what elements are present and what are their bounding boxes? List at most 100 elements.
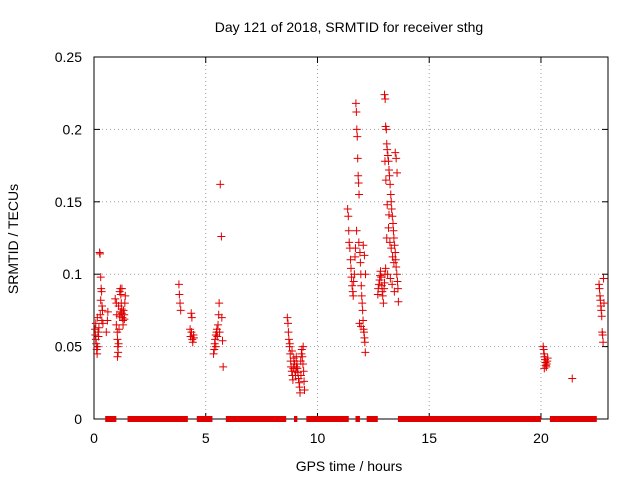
data-point (353, 132, 362, 141)
data-point (219, 362, 228, 371)
data-point (352, 226, 361, 235)
data-point (288, 346, 297, 355)
data-point (380, 278, 389, 287)
data-point (595, 284, 604, 293)
data-point (352, 108, 361, 117)
data-point (96, 273, 105, 282)
data-point (347, 264, 355, 273)
data-point (599, 338, 608, 347)
data-point (357, 281, 366, 290)
data-point (115, 312, 124, 321)
grid (94, 57, 608, 419)
tick-labels: 0 5 10 15 20 0 0.05 0.1 0.15 0.2 0.25 (55, 49, 549, 446)
y-tick-label: 0.05 (55, 339, 82, 355)
data-point (113, 335, 122, 344)
data-point (387, 244, 396, 253)
data-point (391, 148, 400, 157)
data-point (217, 313, 226, 322)
x-tick-label: 10 (310, 430, 326, 446)
plot-frame (93, 56, 609, 420)
data-point (211, 342, 220, 351)
data-point (289, 354, 298, 363)
data-point (386, 274, 395, 283)
data-point (381, 94, 390, 103)
data-point (188, 338, 197, 347)
data-point (376, 267, 385, 276)
data-point (392, 154, 401, 163)
data-point (103, 316, 112, 325)
data-point (380, 157, 389, 166)
data-point (94, 332, 103, 341)
data-point (389, 226, 398, 235)
data-point (189, 333, 198, 342)
data-point (358, 306, 367, 315)
data-point (354, 171, 363, 180)
data-point (216, 180, 225, 189)
data-point (360, 338, 369, 347)
data-point (187, 309, 196, 318)
data-point (298, 359, 307, 368)
data-point (175, 290, 184, 299)
data-point (285, 339, 294, 348)
data-point (380, 90, 389, 99)
data-point (568, 374, 577, 383)
data-point (360, 251, 369, 260)
data-point (117, 284, 126, 293)
data-point (288, 375, 297, 384)
x-tick-label: 20 (533, 430, 549, 446)
data-point (351, 252, 360, 261)
data-point (392, 262, 401, 271)
data-point (361, 270, 370, 279)
data-point (300, 377, 309, 386)
data-point (391, 248, 400, 257)
data-point (344, 212, 353, 221)
data-point (382, 234, 391, 242)
data-point (344, 226, 353, 235)
data-point (348, 281, 357, 290)
data-point (283, 319, 292, 328)
data-point (384, 210, 393, 219)
ticks (93, 56, 608, 420)
data-point (296, 388, 305, 397)
data-point (176, 299, 185, 308)
data-point (384, 223, 393, 232)
x-axis-label: GPS time / hours (296, 458, 403, 474)
data-point (381, 176, 390, 185)
data-point (385, 171, 394, 180)
y-axis-label: SRMTID / TECUs (5, 184, 21, 294)
y-tick-label: 0.15 (55, 194, 82, 210)
data-point (343, 205, 352, 214)
data-point (389, 219, 398, 228)
data-point (357, 322, 366, 331)
data-point (187, 328, 196, 337)
data-point (96, 296, 105, 305)
data-point (599, 299, 608, 308)
data-point (111, 294, 120, 303)
data-point (389, 234, 398, 242)
data-point (187, 313, 196, 322)
x-tick-label: 0 (90, 430, 98, 446)
data-point (598, 331, 607, 340)
data-point (353, 154, 362, 163)
data-point (385, 238, 394, 247)
y-tick-label: 0.2 (63, 121, 83, 137)
data-point (103, 307, 112, 316)
data-point (283, 313, 292, 322)
data-point (349, 277, 358, 286)
data-point (116, 307, 125, 316)
data-point (298, 352, 307, 361)
data-point (121, 291, 130, 300)
data-point (543, 354, 552, 363)
data-point (296, 371, 305, 380)
data-point (349, 291, 358, 300)
data-point (381, 264, 390, 273)
data-point (383, 270, 392, 279)
data-point (392, 270, 401, 279)
data-point (540, 364, 549, 373)
data-point (116, 290, 125, 299)
data-point (114, 302, 123, 311)
data-point (356, 258, 365, 267)
data-point (388, 252, 397, 261)
data-point (209, 349, 218, 358)
